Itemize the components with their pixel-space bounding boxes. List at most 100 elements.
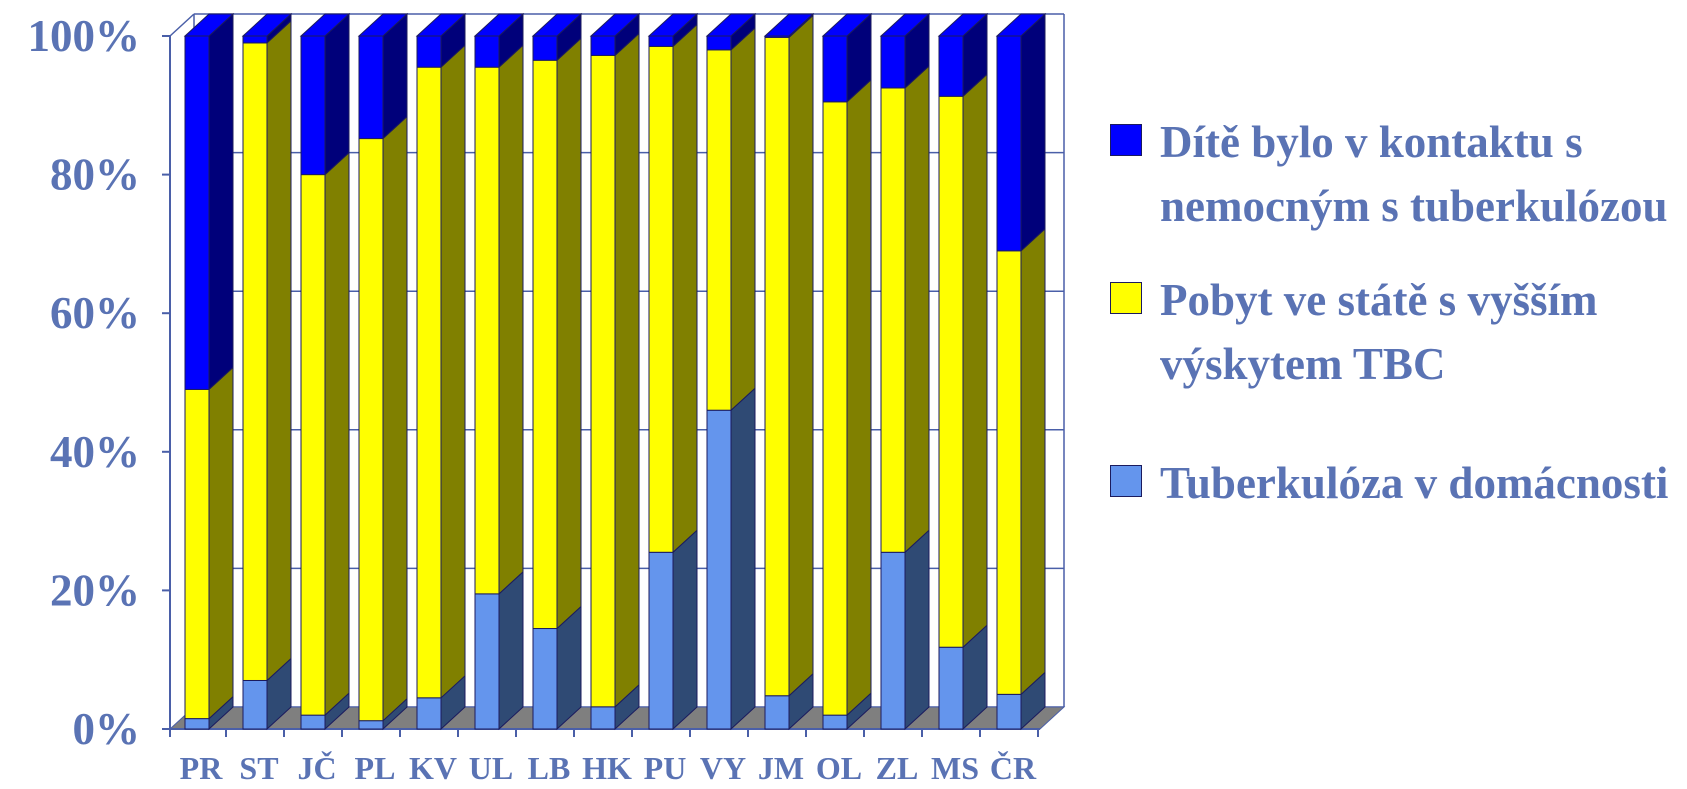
bar-segment-household xyxy=(706,409,732,730)
bar-side-stay xyxy=(498,44,524,596)
bar-segment-household xyxy=(474,593,500,730)
bar-top xyxy=(879,13,931,37)
y-tick-label: 20% xyxy=(50,565,140,615)
bar-segment-contact xyxy=(416,35,442,68)
bar-segment-household xyxy=(996,693,1022,730)
legend-item-stay: Pobyt ve státě s vyšším výskytem TBC xyxy=(1110,268,1680,396)
bar-side-stay xyxy=(846,78,872,717)
bar-side-stay xyxy=(730,26,756,412)
bar-segment-contact xyxy=(648,35,674,47)
bar-segment-contact xyxy=(822,35,848,103)
bar-side-stay xyxy=(962,73,988,649)
bar-segment-household xyxy=(242,679,268,730)
bar-segment-stay xyxy=(184,388,210,720)
bar-segment-stay xyxy=(938,95,964,648)
bar-segment-household xyxy=(880,551,906,730)
x-tick-label: MS xyxy=(931,750,979,786)
bar-side-stay xyxy=(614,32,640,708)
bar-segment-stay xyxy=(416,66,442,699)
bar-top xyxy=(241,13,293,37)
bar-segment-contact xyxy=(880,35,906,89)
x-tick-label: KV xyxy=(409,750,457,786)
bar-segment-household xyxy=(590,706,616,730)
bar-top xyxy=(937,13,989,37)
bar-side-stay xyxy=(208,366,234,720)
bar-side-stay xyxy=(1020,227,1046,696)
bar-segment-contact xyxy=(184,35,210,390)
bar-segment-contact xyxy=(996,35,1022,252)
y-tick-label: 40% xyxy=(50,427,140,477)
bar-top xyxy=(415,13,467,37)
bar-segment-household xyxy=(938,646,964,730)
bar-side-household xyxy=(904,529,930,731)
x-tick-label: ST xyxy=(239,750,278,786)
x-tick-label: ČR xyxy=(990,750,1037,786)
bar-side-stay xyxy=(382,115,408,722)
y-tick-label: 80% xyxy=(50,150,140,200)
bar-segment-household xyxy=(532,628,558,730)
bar-side-contact xyxy=(324,12,350,176)
bar-top xyxy=(531,13,583,37)
bar-segment-stay xyxy=(242,42,268,681)
bar-segment-stay xyxy=(764,36,790,697)
bar-side-household xyxy=(730,387,756,731)
bar-segment-stay xyxy=(880,87,906,553)
bar-segment-contact xyxy=(358,35,384,140)
bar-segment-household xyxy=(764,695,790,730)
bar-segment-contact xyxy=(242,35,268,44)
bar-side-stay xyxy=(788,14,814,697)
legend-swatch-household xyxy=(1110,465,1142,497)
bar-top xyxy=(473,13,525,37)
bar-top xyxy=(589,13,641,37)
bar-side-contact xyxy=(1020,12,1046,252)
bar-segment-household xyxy=(822,714,848,730)
bar-side-contact xyxy=(208,12,234,391)
x-tick-label: PL xyxy=(355,750,396,786)
bar-side-stay xyxy=(672,23,698,554)
x-tick-label: HK xyxy=(582,750,632,786)
legend-item-household: Tuberkulóza v domácnosti xyxy=(1110,451,1680,515)
x-tick-label: JM xyxy=(758,750,804,786)
bar-side-household xyxy=(672,529,698,731)
bar-segment-stay xyxy=(474,66,500,595)
bar-segment-stay xyxy=(648,45,674,553)
x-tick-label: VY xyxy=(700,750,746,786)
bar-top xyxy=(995,13,1047,37)
bar-segment-household xyxy=(358,720,384,730)
side-wall-top-edge xyxy=(169,13,195,37)
bar-segment-stay xyxy=(822,101,848,716)
y-tick-label: 60% xyxy=(50,288,140,338)
x-tick-label: PU xyxy=(644,750,687,786)
bar-top xyxy=(299,13,351,37)
bar-segment-household xyxy=(416,697,442,730)
x-tick-label: ZL xyxy=(876,750,919,786)
bar-top xyxy=(647,13,699,37)
bar-segment-contact xyxy=(474,35,500,68)
bar-top xyxy=(763,13,815,37)
bar-segment-stay xyxy=(300,174,326,716)
legend-label-contact: Dítě bylo v kontaktu s nemocným s tuberk… xyxy=(1160,117,1668,231)
bar-side-household xyxy=(498,570,524,731)
x-tick-label: LB xyxy=(528,750,571,786)
bar-segment-stay xyxy=(590,54,616,708)
x-tick-label: UL xyxy=(469,750,513,786)
legend-label-stay: Pobyt ve státě s vyšším výskytem TBC xyxy=(1160,275,1598,389)
bar-side-stay xyxy=(556,37,582,630)
bar-segment-contact xyxy=(706,35,732,51)
x-tick-label: OL xyxy=(816,750,862,786)
bar-segment-stay xyxy=(996,250,1022,695)
bar-segment-contact xyxy=(590,35,616,56)
bar-side-stay xyxy=(266,19,292,682)
bar-segment-household xyxy=(300,714,326,730)
y-tick-label: 0% xyxy=(73,704,141,754)
legend-swatch-contact xyxy=(1110,124,1142,156)
bar-segment-household xyxy=(648,551,674,730)
bar-side-stay xyxy=(904,64,930,554)
legend-item-contact: Dítě bylo v kontaktu s nemocným s tuberk… xyxy=(1110,110,1680,238)
bar-top xyxy=(357,13,409,37)
bar-segment-contact xyxy=(300,35,326,176)
legend-swatch-stay xyxy=(1110,282,1142,314)
y-tick-label: 100% xyxy=(28,11,141,61)
bar-segment-household xyxy=(184,718,210,730)
